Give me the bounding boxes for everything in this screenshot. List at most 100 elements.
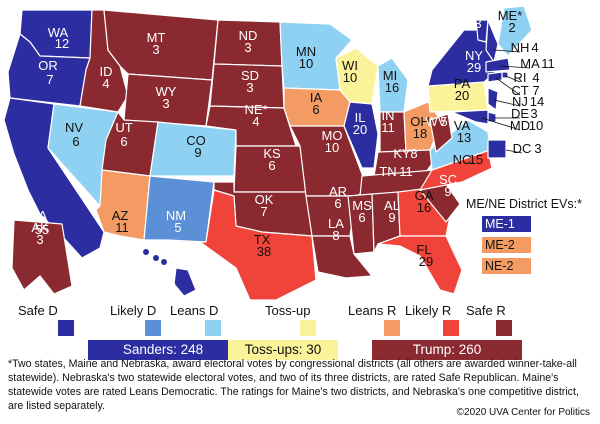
legend-swatch-safe-d — [58, 320, 74, 336]
state-abbr-sc: SC — [439, 172, 457, 187]
state-abbr-nj: NJ — [512, 94, 528, 109]
state-ev-de: 3 — [530, 106, 537, 121]
state-abbr-id: ID — [100, 64, 113, 79]
state-ev-fl: 29 — [419, 254, 433, 269]
state-mi — [377, 57, 409, 113]
state-ev-wv: 5 — [440, 114, 447, 129]
legend-swatch-likely-d — [145, 320, 161, 336]
leader-line-ma — [499, 65, 531, 69]
state-abbr-nm: NM — [166, 208, 186, 223]
state-ev-co: 9 — [194, 145, 201, 160]
state-abbr-mn: MN — [296, 44, 316, 59]
state-abbr-ks: KS — [263, 146, 281, 161]
legend-swatch-likely-r — [443, 320, 459, 336]
state-ev-ak: 3 — [36, 232, 43, 247]
state-ev-sc: 9 — [444, 184, 451, 199]
state-abbr-ga: GA — [415, 188, 434, 203]
state-abbr-ar: AR — [329, 184, 347, 199]
state-abbr-nh: NH — [511, 40, 530, 55]
state-hi — [173, 267, 197, 297]
state-abbr-ri: RI — [514, 70, 527, 85]
state-ev-ma: 11 — [541, 56, 555, 71]
state-ev-nj: 14 — [530, 94, 544, 109]
state-ev-la: 8 — [332, 228, 339, 243]
state-abbr-ut: UT — [115, 120, 132, 135]
state-ev-ar: 6 — [334, 196, 341, 211]
state-ev-dc: 3 — [534, 141, 541, 156]
state-abbr-ny: NY — [465, 48, 483, 63]
state-ev-pa: 20 — [455, 88, 469, 103]
state-wv — [429, 113, 453, 153]
state-abbr-la: LA — [328, 216, 344, 231]
state-abbr-nv: NV — [65, 120, 83, 135]
state-ev-ny: 29 — [467, 60, 481, 75]
total-safe-r: Trump: 260 — [372, 340, 522, 360]
legend-label-leans-d: Leans D — [170, 303, 219, 318]
state-co — [149, 121, 237, 177]
state-ev-ks: 6 — [268, 158, 275, 173]
state-abbr-il: IL — [355, 110, 366, 125]
leader-line-nj — [493, 99, 521, 107]
state-ev-ct: 7 — [532, 83, 539, 98]
leader-line-dc — [505, 149, 523, 154]
state-abbr-mo: MO — [322, 128, 343, 143]
leader-line-md — [481, 117, 521, 131]
state-ev-al: 9 — [388, 210, 395, 225]
legend-swatch-tossup — [300, 320, 316, 336]
state-abbr-vt: VT — [470, 4, 487, 19]
hawaii-island-1 — [153, 255, 159, 261]
district-me-1: ME-1 — [482, 216, 531, 232]
state-abbr-wa: WA — [48, 25, 69, 40]
state-ev-ne: 4 — [252, 114, 259, 129]
state-abbr-wi: WI — [342, 58, 358, 73]
hawaii-island-2 — [161, 259, 167, 265]
state-abbr-ak: AK — [31, 220, 49, 235]
legend-label-tossup: Toss-up — [265, 303, 311, 318]
state-abbr-me: ME* — [498, 8, 523, 23]
total-tossup: Toss-ups: 30 — [228, 340, 338, 360]
state-abbr-nd: ND — [239, 28, 258, 43]
state-la — [311, 235, 373, 279]
state-ev-id: 4 — [102, 76, 109, 91]
state-ev-me: 2 — [508, 20, 515, 35]
leader-line-ct — [495, 77, 521, 96]
state-abbr-ms: MS — [352, 198, 372, 213]
state-abbr-ct: CT — [511, 83, 528, 98]
state-ev-nm: 5 — [174, 220, 181, 235]
state-abbr-ca: CA — [29, 208, 47, 223]
state-abbr-sd: SD — [241, 68, 259, 83]
legend-swatch-leans-d — [205, 320, 221, 336]
state-abbr-tn: TN — [379, 164, 396, 179]
state-abbr-ma: MA — [520, 56, 540, 71]
state-ev-hi: 4 — [168, 274, 175, 289]
state-ev-mi: 16 — [385, 80, 399, 95]
state-abbr-ne: NE* — [244, 102, 267, 117]
state-ev-tx: 38 — [257, 244, 271, 259]
state-nm — [143, 175, 215, 243]
state-ev-sd: 3 — [246, 80, 253, 95]
total-safe-d: Sanders: 248 — [88, 340, 238, 360]
state-ev-mt: 3 — [152, 42, 159, 57]
state-ev-mo: 10 — [325, 140, 339, 155]
state-ev-md: 10 — [529, 118, 543, 133]
state-ev-in: 11 — [381, 120, 395, 135]
copyright: ©2020 UVA Center for Politics — [456, 407, 590, 418]
district-me-2: ME-2 — [482, 237, 531, 253]
leader-line-nh — [493, 49, 521, 53]
state-ev-ca: 55 — [35, 222, 49, 237]
state-ev-ok: 7 — [260, 204, 267, 219]
state-ma — [485, 57, 511, 73]
state-abbr-mt: MT — [147, 30, 166, 45]
state-ev-nv: 6 — [72, 134, 79, 149]
legend-swatch-safe-r — [496, 320, 512, 336]
leader-line-ri — [505, 75, 521, 83]
legend-label-leans-r: Leans R — [348, 303, 397, 318]
state-abbr-az: AZ — [112, 208, 129, 223]
state-abbr-wv: WV — [426, 114, 447, 129]
district-inset-title: ME/NE District EVs:* — [466, 197, 582, 211]
state-fl — [377, 235, 463, 295]
district-ne-2: NE-2 — [482, 258, 531, 274]
state-abbr-wy: WY — [156, 84, 177, 99]
footnote: *Two states, Maine and Nebraska, award e… — [8, 358, 579, 412]
state-il — [343, 101, 379, 169]
